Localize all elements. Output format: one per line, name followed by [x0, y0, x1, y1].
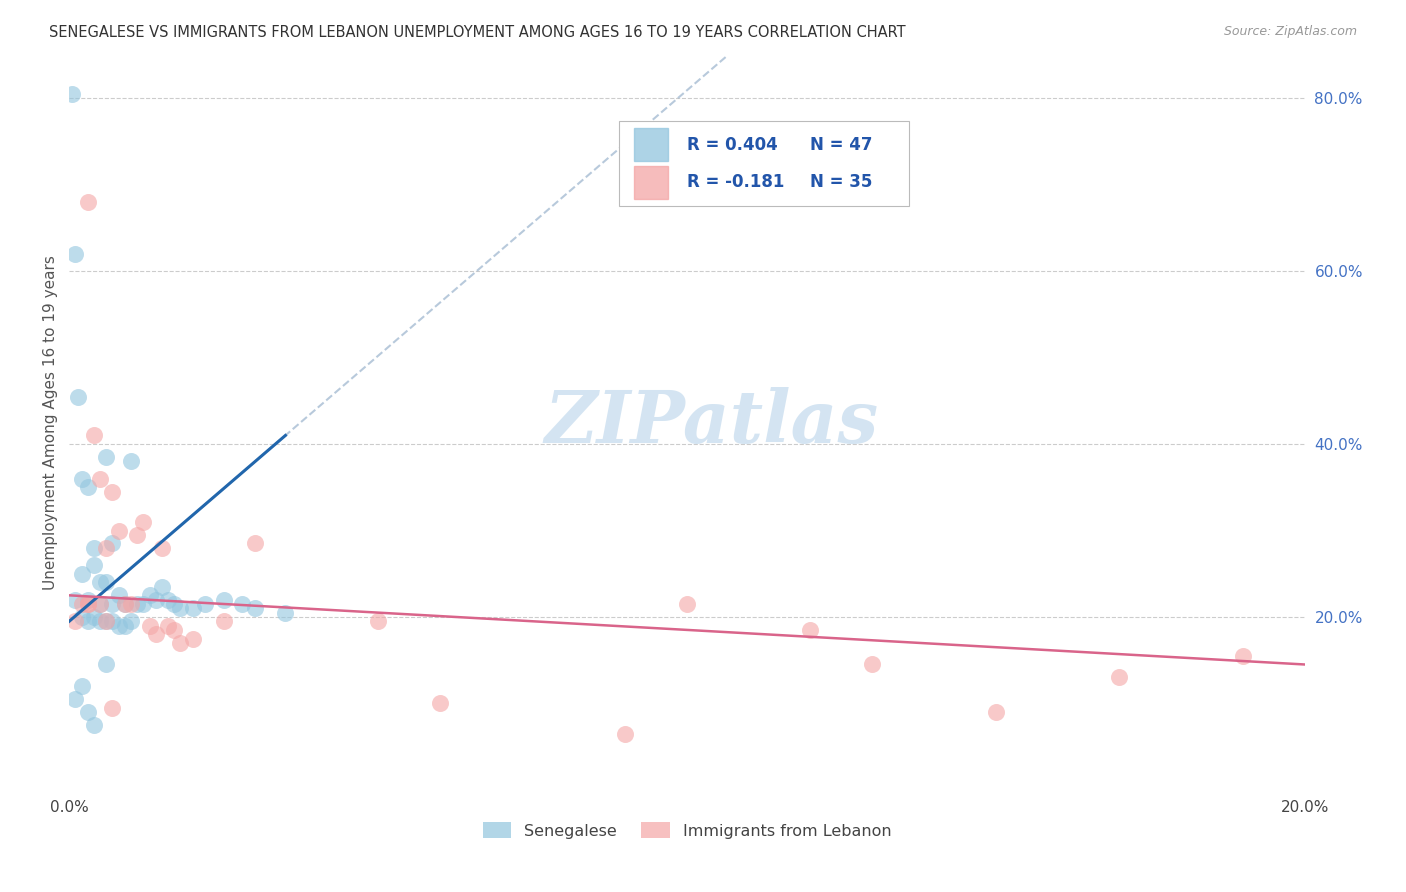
Point [243, 601, 266, 615]
Point [96, 575, 118, 590]
Point [132, 597, 155, 611]
Point [89, 575, 111, 590]
Point [101, 484, 124, 499]
Point [132, 515, 155, 529]
Text: ZIPatlas: ZIPatlas [544, 387, 879, 458]
Point [127, 597, 149, 611]
Point [1108, 670, 1130, 684]
Point [157, 592, 180, 607]
Point [70, 610, 93, 624]
Text: N = 47: N = 47 [810, 136, 873, 154]
Point [231, 597, 253, 611]
Point [101, 536, 124, 550]
Text: N = 35: N = 35 [810, 173, 873, 191]
Point [83, 541, 105, 555]
Point [181, 601, 204, 615]
Point [101, 614, 124, 628]
Point [120, 597, 142, 611]
Point [67, 390, 90, 404]
Point [83, 558, 105, 573]
Point [107, 618, 129, 632]
Point [145, 592, 167, 607]
Y-axis label: Unemployment Among Ages 16 to 19 years: Unemployment Among Ages 16 to 19 years [44, 255, 58, 590]
Point [212, 614, 235, 628]
Point [799, 623, 821, 637]
Point [83, 610, 105, 624]
Point [89, 597, 111, 611]
Point [76, 597, 98, 611]
Point [70, 472, 93, 486]
Point [83, 428, 105, 442]
Point [243, 536, 266, 550]
Point [145, 627, 167, 641]
Point [676, 597, 699, 611]
Point [65, 614, 87, 628]
Point [70, 566, 93, 581]
Point [114, 597, 136, 611]
Point [169, 601, 191, 615]
Point [120, 454, 142, 468]
Point [89, 472, 111, 486]
Point [150, 580, 173, 594]
Point [96, 657, 118, 672]
Point [127, 528, 149, 542]
Point [70, 679, 93, 693]
FancyBboxPatch shape [619, 121, 910, 206]
Point [181, 632, 204, 646]
Point [76, 705, 98, 719]
Point [150, 541, 173, 555]
Point [429, 697, 451, 711]
Text: R = -0.181: R = -0.181 [688, 173, 785, 191]
Point [212, 592, 235, 607]
Point [96, 614, 118, 628]
Point [114, 597, 136, 611]
Point [157, 618, 180, 632]
Point [367, 614, 389, 628]
Point [984, 705, 1007, 719]
Point [163, 597, 186, 611]
Point [76, 592, 98, 607]
Point [70, 597, 93, 611]
Point [89, 597, 111, 611]
Point [76, 597, 98, 611]
Point [89, 614, 111, 628]
Point [860, 657, 883, 672]
Point [101, 597, 124, 611]
Point [83, 718, 105, 732]
Point [76, 195, 98, 210]
Point [107, 524, 129, 538]
Point [76, 614, 98, 628]
Point [65, 247, 87, 261]
Point [96, 450, 118, 464]
Point [1232, 648, 1254, 663]
Point [65, 592, 87, 607]
Point [96, 614, 118, 628]
Point [101, 700, 124, 714]
Point [169, 636, 191, 650]
Point [96, 541, 118, 555]
Point [138, 588, 160, 602]
Point [138, 618, 160, 632]
Point [120, 614, 142, 628]
Bar [634, 128, 668, 161]
Point [614, 726, 637, 740]
Text: SENEGALESE VS IMMIGRANTS FROM LEBANON UNEMPLOYMENT AMONG AGES 16 TO 19 YEARS COR: SENEGALESE VS IMMIGRANTS FROM LEBANON UN… [49, 25, 905, 40]
Bar [634, 166, 668, 199]
Point [107, 588, 129, 602]
Point [76, 480, 98, 494]
Point [114, 618, 136, 632]
Point [274, 606, 297, 620]
Point [65, 692, 87, 706]
Point [60, 87, 83, 101]
Text: Source: ZipAtlas.com: Source: ZipAtlas.com [1223, 25, 1357, 38]
Text: R = 0.404: R = 0.404 [688, 136, 778, 154]
Point [194, 597, 217, 611]
Legend: Senegalese, Immigrants from Lebanon: Senegalese, Immigrants from Lebanon [477, 815, 897, 845]
Point [163, 623, 186, 637]
